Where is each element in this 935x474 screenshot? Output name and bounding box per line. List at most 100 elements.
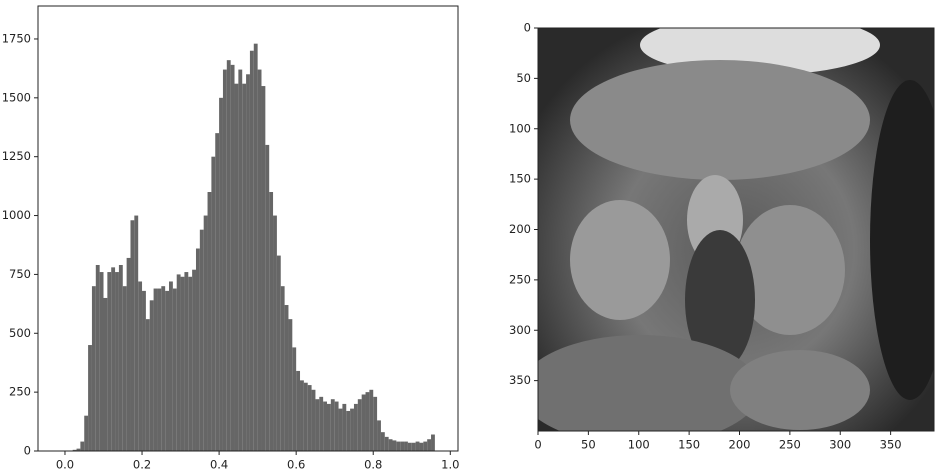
bar [253,43,258,451]
x-tick-label: 300 [829,438,851,452]
bar [126,257,131,451]
y-tick-label: 750 [9,267,31,281]
y-tick-label: 100 [509,121,531,135]
y-tick-label: 250 [9,385,31,399]
bar [134,215,139,451]
bar [307,385,312,451]
bar [184,272,189,451]
bar [292,347,297,451]
bar [323,401,327,451]
bar [276,255,281,451]
bar [288,319,293,451]
bar [188,276,193,451]
bar [84,415,89,451]
bar [226,60,231,451]
bar [195,248,200,451]
bar [122,286,127,451]
bar [157,288,162,451]
x-tick-label: 150 [678,438,700,452]
bar [369,389,374,451]
bar [222,69,227,452]
x-tick-label: 100 [628,438,650,452]
bar [153,288,158,451]
bar [392,440,397,451]
bar [261,86,266,451]
bar [99,272,104,451]
bar [130,220,135,451]
bar [257,69,262,452]
bar [76,448,81,451]
bar [215,133,220,451]
bar [411,442,416,451]
bar [377,420,381,451]
x-tick-label: 250 [779,438,801,452]
bar [203,215,208,451]
bar [111,267,116,451]
y-tick-label: 500 [9,326,31,340]
bar [415,441,420,451]
bar [427,439,432,451]
bar [238,69,243,452]
bar [80,441,85,451]
bar [365,392,370,451]
bar [91,286,96,451]
bar [380,432,385,451]
bar [407,442,412,451]
bar [176,274,181,451]
bar [118,264,123,451]
bar [246,74,250,451]
y-tick-label: 150 [509,172,531,186]
bar [103,297,108,451]
bar [165,290,170,451]
bar [338,408,343,451]
y-tick-label: 250 [509,272,531,286]
bar [249,50,254,452]
x-tick-label: 0.8 [364,458,382,472]
x-tick-label: 0.6 [287,458,305,472]
bar [342,403,347,451]
bar [431,434,435,451]
bar [95,264,100,451]
bar [311,389,316,451]
bar [319,396,324,451]
bar [353,403,358,451]
bar [273,215,277,451]
bar [180,276,185,451]
y-tick-label: 300 [509,323,531,337]
bar [269,192,274,451]
bar [142,290,146,451]
bar [423,441,428,451]
bar [88,345,92,451]
y-tick-label: 1750 [2,31,31,45]
bar [303,382,308,451]
x-tick-label: 200 [729,438,751,452]
bar [265,144,270,451]
bar [72,449,77,451]
bar [361,394,366,451]
bar [330,399,335,451]
bar [280,286,285,451]
bar [315,399,320,451]
bar [234,83,239,451]
bar [396,441,401,451]
x-tick-label: 0.0 [56,458,74,472]
bar [400,441,405,451]
bar [388,439,393,451]
x-tick-label: 350 [880,438,902,452]
bar [107,272,112,451]
bar [199,229,204,451]
y-tick-label: 200 [509,222,531,236]
bar [161,286,166,451]
bar [346,410,351,451]
bar [300,380,304,451]
bar [211,156,216,451]
x-tick-label: 1.0 [441,458,459,472]
y-tick-label: 1000 [2,208,31,222]
axes-frame [37,5,459,452]
bar [350,408,354,451]
y-tick-label: 0 [524,21,531,35]
y-tick-label: 50 [516,71,531,85]
bar [169,281,173,451]
bar [357,399,362,451]
